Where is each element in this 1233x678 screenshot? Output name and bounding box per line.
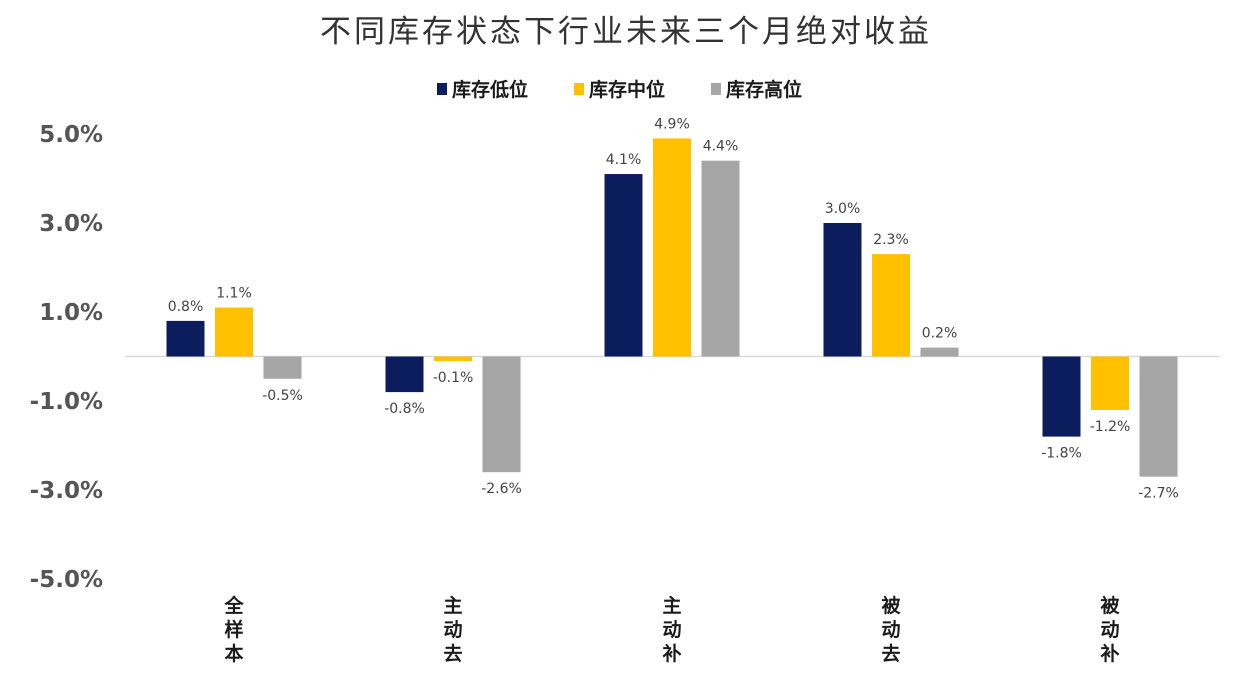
data-label: 0.8%	[168, 299, 204, 315]
bar-1-全样本	[166, 320, 205, 357]
data-label: -2.6%	[481, 481, 522, 497]
legend-label-3: 库存高位	[726, 78, 802, 101]
bar-3-被动补	[1139, 356, 1178, 477]
data-label: 2.3%	[873, 232, 909, 248]
chart-title: 不同库存状态下行业未来三个月绝对收益	[320, 14, 932, 50]
legend-swatch-1	[437, 83, 447, 95]
legend: 库存低位 库存中位 库存高位	[437, 78, 802, 101]
bar-1-被动补	[1042, 356, 1081, 437]
y-tick-label: -1.0%	[30, 389, 103, 415]
bar-2-被动补	[1091, 356, 1129, 410]
x-category-label: 被动去	[881, 594, 900, 665]
y-tick-label: 5.0%	[39, 122, 103, 148]
bar-3-全样本	[263, 356, 302, 379]
bar-3-主动补	[701, 160, 740, 357]
bar-2-被动去	[872, 254, 910, 357]
data-labels: 0.8% -0.8% 4.1% 3.0% -1.8% 1.1% -0.1% 4.9% 2.3% -…	[168, 116, 1179, 501]
bar-3-被动去	[920, 347, 959, 357]
data-label: 1.1%	[216, 286, 252, 302]
y-tick-label: -3.0%	[30, 478, 103, 504]
data-label: 0.2%	[922, 326, 958, 342]
data-label: -1.8%	[1041, 446, 1082, 462]
data-label: -1.2%	[1090, 419, 1131, 435]
x-category-label: 主动去	[443, 595, 462, 665]
bar-2-主动去	[434, 356, 472, 361]
legend-label-2: 库存中位	[589, 78, 665, 101]
bar-3-主动去	[482, 356, 521, 473]
y-tick-label: 3.0%	[39, 211, 103, 237]
bar-1-被动去	[823, 223, 862, 357]
x-category-label: 主动补	[662, 595, 681, 665]
data-label: -2.7%	[1138, 486, 1179, 502]
y-axis: 5.0% 3.0% 1.0% -1.0% -3.0% -5.0%	[30, 122, 103, 593]
legend-label-1: 库存低位	[452, 78, 528, 101]
bar-2-主动补	[653, 138, 691, 357]
data-label: 4.4%	[703, 139, 739, 155]
bar-2-全样本	[215, 307, 253, 357]
y-tick-label: 1.0%	[39, 300, 103, 326]
data-label: -0.8%	[384, 401, 425, 417]
data-label: -0.1%	[433, 370, 474, 386]
x-category-label: 被动补	[1100, 594, 1119, 665]
x-category-label: 全样本	[223, 594, 244, 665]
bar-1-主动补	[604, 174, 643, 357]
data-label: 4.9%	[654, 116, 690, 132]
data-label: -0.5%	[262, 388, 303, 404]
bars	[166, 138, 1178, 477]
bar-1-主动去	[385, 356, 424, 393]
y-tick-label: -5.0%	[30, 567, 103, 593]
legend-swatch-3	[711, 83, 721, 95]
data-label: 4.1%	[606, 152, 642, 168]
data-label: 3.0%	[825, 201, 861, 217]
legend-swatch-2	[574, 83, 584, 95]
x-axis: 全样本 主动去 主动补 被动去 被动补	[223, 594, 1119, 665]
